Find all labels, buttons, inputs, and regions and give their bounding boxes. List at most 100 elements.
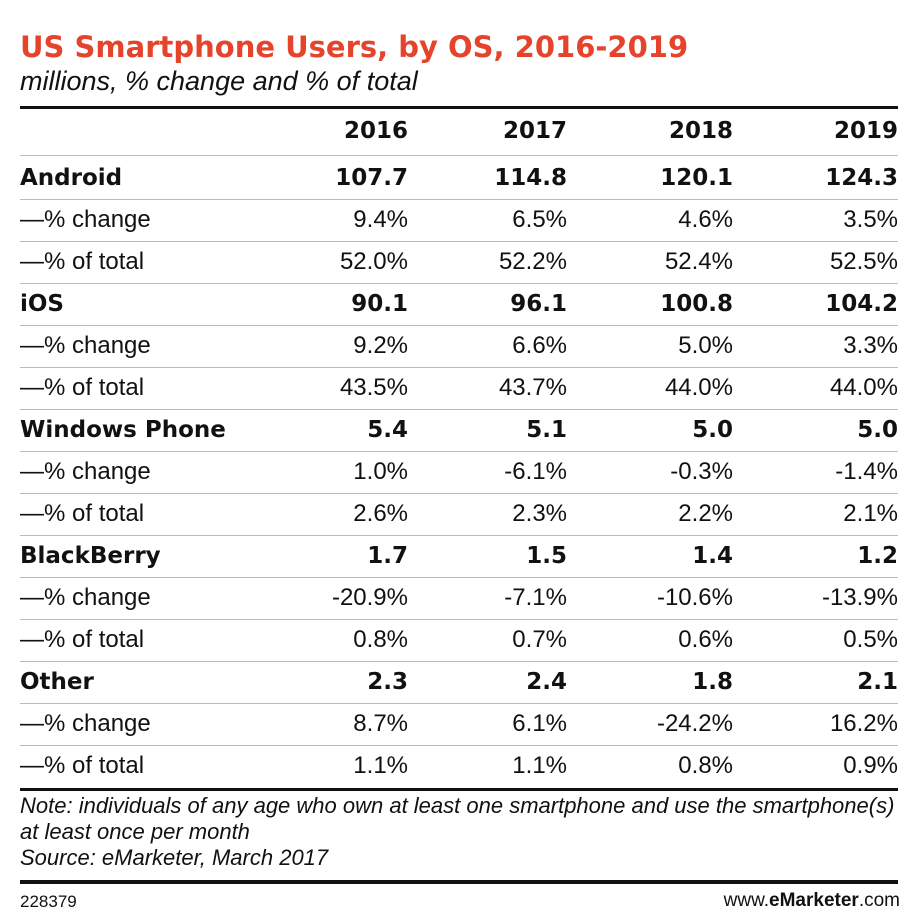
cell: -0.3% [670,458,733,485]
brand-part: www. [723,890,770,911]
cell: 114.8 [494,165,567,191]
cell: 9.4% [353,206,408,233]
row-rule [20,745,898,746]
subtitle: millions, % change and % of total [20,66,418,96]
row-rule [20,493,898,494]
row-rule [20,703,898,704]
cell: 0.9% [843,752,898,779]
cell: 2.2% [678,500,733,527]
cell: 5.0 [857,417,898,443]
cell: -6.1% [504,458,567,485]
cell: 2.4 [526,669,567,695]
cell: 90.1 [351,291,408,317]
cell: 2.1% [843,500,898,527]
cell: 2.3% [512,500,567,527]
cell: 52.2% [498,248,567,275]
column-header: 2016 [343,118,408,144]
cell: 1.7 [367,543,408,569]
bottom-rule [20,788,898,791]
cell: 120.1 [660,165,733,191]
cell: 3.3% [843,332,898,359]
chart-id: 228379 [20,892,77,911]
row-rule [20,661,898,662]
cell: -20.9% [331,584,408,611]
cell: 44.0% [664,374,733,401]
cell: 96.1 [510,291,567,317]
cell: 107.7 [335,165,408,191]
cell: 16.2% [829,710,898,737]
row-rule [20,283,898,284]
cell: 44.0% [829,374,898,401]
row-label: —% change [20,710,151,737]
note: Note: individuals of any age who own at … [20,793,895,844]
row-rule [20,577,898,578]
row-rule [20,155,898,156]
source: Source: eMarketer, March 2017 [20,845,329,870]
row-rule [20,409,898,410]
row-label: Android [20,165,123,191]
cell: 2.1 [857,669,898,695]
cell: 8.7% [353,710,408,737]
cell: 6.1% [512,710,567,737]
cell: 1.8 [692,669,733,695]
top-rule [20,106,898,109]
cell: -7.1% [504,584,567,611]
row-rule [20,535,898,536]
cell: 1.5 [526,543,567,569]
row-rule [20,619,898,620]
cell: -10.6% [656,584,733,611]
row-label: —% of total [20,248,145,275]
cell: 43.5% [339,374,408,401]
cell: 5.0% [678,332,733,359]
row-label: BlackBerry [20,543,161,569]
cell: 124.3 [825,165,898,191]
cell: 5.0 [692,417,733,443]
column-header: 2019 [833,118,898,144]
footer-rule [20,880,898,884]
row-label: —% change [20,458,151,485]
cell: 43.7% [498,374,567,401]
cell: 104.2 [825,291,898,317]
row-label: Windows Phone [20,417,226,443]
row-label: —% of total [20,500,145,527]
row-label: iOS [20,291,65,317]
cell: 1.1% [512,752,567,779]
row-rule [20,199,898,200]
cell: 100.8 [660,291,733,317]
row-rule [20,241,898,242]
row-rule [20,367,898,368]
row-label: —% of total [20,374,145,401]
cell: 1.4 [692,543,733,569]
cell: -13.9% [821,584,898,611]
cell: 5.1 [526,417,567,443]
cell: 2.6% [353,500,408,527]
cell: -1.4% [835,458,898,485]
cell: 6.5% [512,206,567,233]
cell: 2.3 [367,669,408,695]
column-header: 2018 [668,118,733,144]
brand-part: .com [858,890,900,911]
row-label: —% change [20,206,151,233]
cell: 9.2% [353,332,408,359]
brand-part: eMarketer [769,890,859,911]
row-label: —% of total [20,752,145,779]
cell: 0.8% [353,626,408,653]
cell: 1.1% [353,752,408,779]
cell: 3.5% [843,206,898,233]
cell: 5.4 [367,417,408,443]
row-label: —% change [20,584,151,611]
cell: -24.2% [656,710,733,737]
cell: 0.8% [678,752,733,779]
cell: 52.4% [664,248,733,275]
title: US Smartphone Users, by OS, 2016-2019 [20,30,689,64]
cell: 6.6% [512,332,567,359]
cell: 52.5% [829,248,898,275]
cell: 1.0% [353,458,408,485]
cell: 0.7% [512,626,567,653]
cell: 52.0% [339,248,408,275]
brand: www.eMarketer.com [724,890,900,912]
row-rule [20,325,898,326]
cell: 0.6% [678,626,733,653]
cell: 0.5% [843,626,898,653]
